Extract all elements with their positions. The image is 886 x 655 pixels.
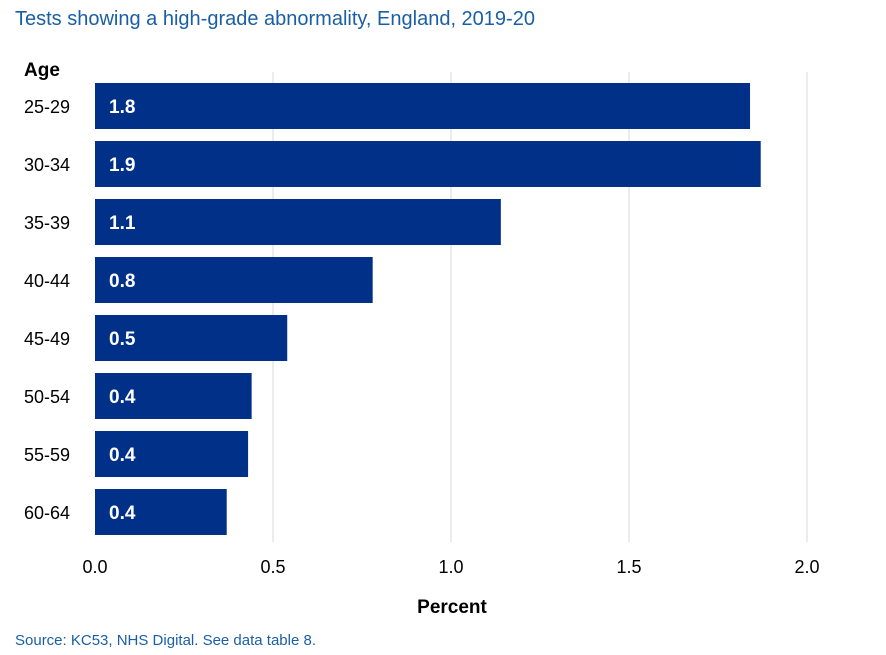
bars bbox=[95, 83, 761, 535]
y-tick-label: 60-64 bbox=[24, 503, 70, 523]
bar bbox=[95, 431, 249, 477]
bar bbox=[95, 315, 288, 361]
data-label: 1.8 bbox=[109, 97, 135, 118]
y-tick-label: 25-29 bbox=[24, 97, 70, 117]
y-tick-label: 30-34 bbox=[24, 155, 70, 175]
x-tick-label: 1.0 bbox=[438, 557, 463, 577]
y-tick-label: 55-59 bbox=[24, 445, 70, 465]
x-tick-label: 0.0 bbox=[82, 557, 107, 577]
y-tick-label: 35-39 bbox=[24, 213, 70, 233]
y-tick-label: 45-49 bbox=[24, 329, 70, 349]
data-label: 1.9 bbox=[109, 155, 135, 176]
bar bbox=[95, 373, 252, 419]
category-labels: 25-29 30-34 35-39 40-44 45-49 50-54 55-59 60-64 bbox=[24, 97, 70, 523]
bar bbox=[95, 489, 227, 535]
x-tick-labels: 0.0 0.5 1.0 1.5 2.0 bbox=[82, 557, 819, 577]
bar bbox=[95, 141, 761, 187]
bar bbox=[95, 257, 373, 303]
data-label: 0.8 bbox=[109, 271, 135, 292]
data-label: 0.4 bbox=[109, 445, 136, 466]
data-label: 0.4 bbox=[109, 503, 136, 524]
data-labels: 1.8 1.9 1.1 0.8 0.5 0.4 0.4 0.4 bbox=[109, 97, 136, 524]
data-label: 1.1 bbox=[109, 213, 136, 234]
y-axis-title: Age bbox=[24, 60, 60, 81]
chart-title: Tests showing a high-grade abnormality, … bbox=[15, 8, 535, 30]
x-axis-title: Percent bbox=[417, 597, 487, 618]
y-tick-label: 50-54 bbox=[24, 387, 70, 407]
source-note: Source: KC53, NHS Digital. See data tabl… bbox=[15, 632, 316, 649]
y-tick-label: 40-44 bbox=[24, 271, 70, 291]
data-label: 0.5 bbox=[109, 329, 136, 350]
bar bbox=[95, 199, 501, 245]
data-label: 0.4 bbox=[109, 387, 136, 408]
x-tick-label: 2.0 bbox=[794, 557, 819, 577]
x-tick-label: 1.5 bbox=[616, 557, 641, 577]
x-tick-label: 0.5 bbox=[260, 557, 285, 577]
bar bbox=[95, 83, 751, 129]
